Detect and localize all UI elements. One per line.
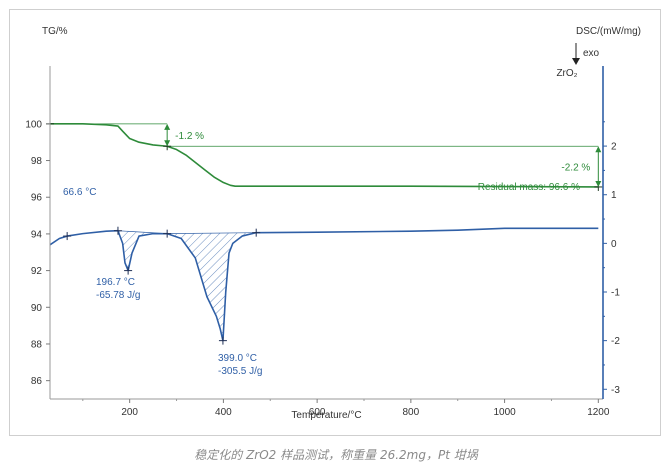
peak1-temperature-label: 196.7 °C [96,277,135,288]
tg-series-line [50,123,599,188]
exo-label: exo [583,48,600,59]
left-y-tick-label: 90 [31,303,43,314]
x-tick-label: 1000 [493,407,516,418]
left-y-tick-label: 86 [31,376,43,387]
tg-step2-label: -2.2 % [561,163,590,174]
tg-step2-arrow-head-top [595,146,602,153]
onset-temperature-label: 66.6 °C [63,187,96,198]
left-y-tick-label: 88 [31,339,43,350]
right-y-tick-label: 1 [611,190,617,201]
tg-step1-label: -1.2 % [175,131,204,142]
left-y-axis-title: TG/% [42,26,68,37]
left-y-tick-label: 96 [31,193,43,204]
peak2-temperature-label: 399.0 °C [218,353,257,364]
right-y-tick-label: 0 [611,239,617,250]
x-tick-label: 200 [121,407,138,418]
dsc-peak-baseline-2 [167,232,257,234]
sample-label: ZrO₂ [556,68,577,79]
x-axis-title: Temperature/°C [291,410,361,421]
peak2-enthalpy-label: -305.5 J/g [218,366,262,377]
right-y-tick-label: 2 [611,142,617,153]
dsc-peak-area-2 [167,232,257,337]
exo-arrow-head [572,58,580,65]
right-y-tick-label: -3 [611,385,620,396]
left-y-tick-label: 92 [31,266,43,277]
right-y-axis-title: DSC/(mW/mg) [576,26,641,37]
tg-step1-arrow-head-top [164,123,171,130]
chart-frame: 200 400 600 800 1000 1200 86 88 90 92 94 96 98 100 2 1 0… [9,9,661,436]
left-y-tick-label: 100 [25,119,42,130]
left-y-tick-label: 98 [31,156,43,167]
left-y-tick-label: 94 [31,229,43,240]
x-tick-label: 600 [309,407,326,418]
figure-caption: 稳定化的 ZrO2 样品测试，称重量 26.2mg，Pt 坩埚 [194,448,478,462]
residual-mass-label: Residual mass: 96.6 % [478,182,580,193]
right-y-tick-label: -2 [611,336,620,347]
peak1-enthalpy-label: -65.78 J/g [96,290,140,301]
tg-step2-arrow-head-bottom [595,180,602,187]
right-y-tick-label: -1 [611,288,620,299]
x-tick-label: 1200 [587,407,610,418]
tg-step1-arrow-head-bottom [164,140,171,147]
tga-dsc-chart: 200 400 600 800 1000 1200 86 88 90 92 94 96 98 100 2 1 0… [25,26,641,421]
x-tick-label: 400 [215,407,232,418]
x-tick-label: 800 [403,407,420,418]
